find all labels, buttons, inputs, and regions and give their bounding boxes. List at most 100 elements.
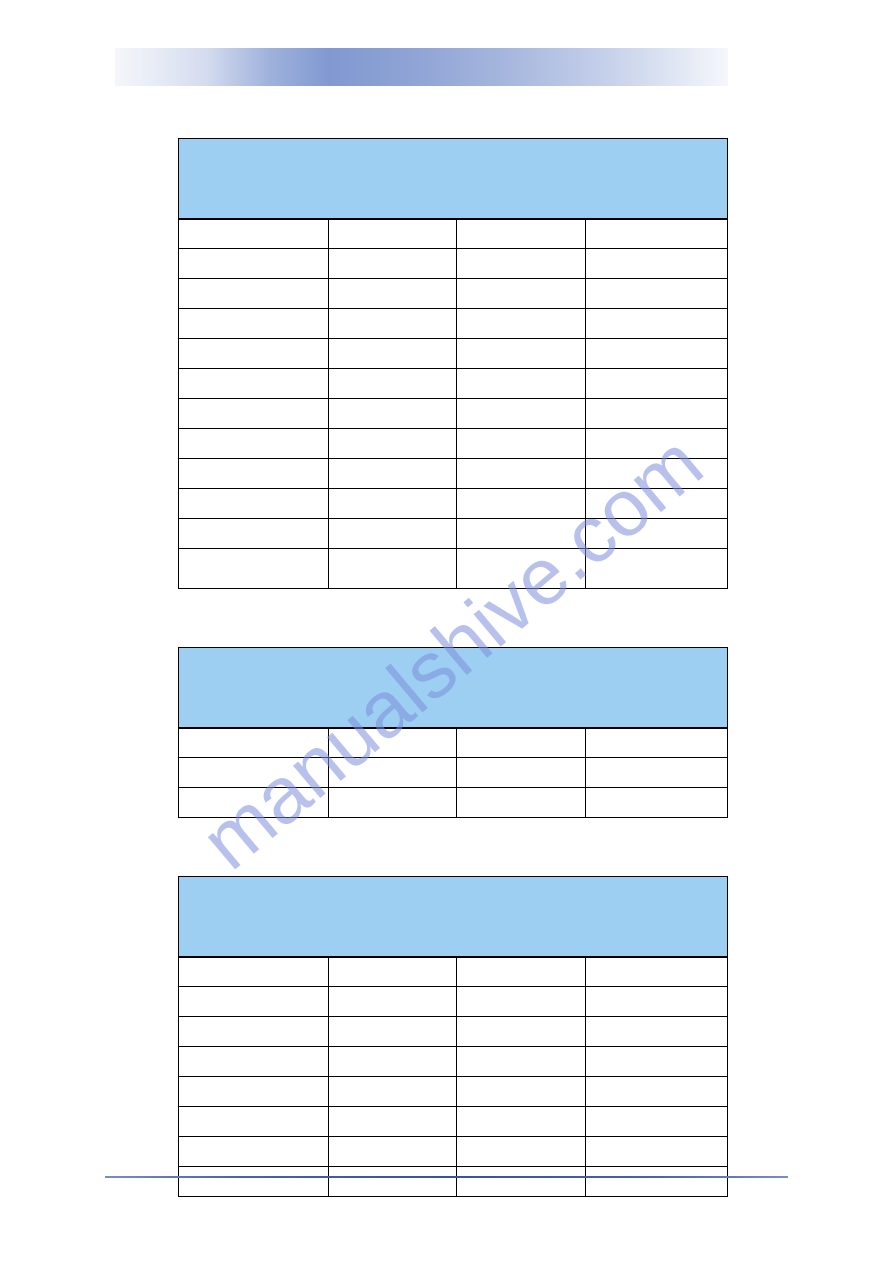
spec-table-2 (178, 647, 728, 818)
table-header-cell (328, 678, 457, 728)
table-row (179, 1077, 728, 1107)
table-cell (457, 219, 586, 249)
table-row (179, 339, 728, 369)
table-cell (457, 758, 586, 788)
table-header-cell (179, 678, 329, 728)
table-cell (457, 249, 586, 279)
table-row (179, 459, 728, 489)
table-cell (457, 309, 586, 339)
table-cell (179, 957, 329, 987)
table-row (179, 1017, 728, 1047)
table-cell (586, 459, 728, 489)
table-cell (328, 957, 457, 987)
table-cell (586, 1077, 728, 1107)
table-row (179, 519, 728, 549)
table-cell (457, 788, 586, 818)
table-cell (457, 1047, 586, 1077)
table-cell (328, 399, 457, 429)
table-cell (328, 1167, 457, 1197)
table-cell (179, 1047, 329, 1077)
table-cell (586, 728, 728, 758)
table-cell (457, 339, 586, 369)
spec-table-3 (178, 876, 728, 1197)
table-cell (457, 489, 586, 519)
table-cell (586, 489, 728, 519)
table-cell (179, 1107, 329, 1137)
table-header-cell (179, 907, 329, 957)
table-title-cell (179, 139, 728, 169)
table-header-cell (586, 907, 728, 957)
table-cell (586, 758, 728, 788)
table-row (179, 399, 728, 429)
table-cell (457, 399, 586, 429)
table-cell (457, 369, 586, 399)
table-row (179, 1137, 728, 1167)
table-cell (179, 1017, 329, 1047)
table-cell (457, 519, 586, 549)
table-cell (179, 429, 329, 459)
table-cell (328, 249, 457, 279)
table-cell (179, 249, 329, 279)
table-cell (586, 399, 728, 429)
table-cell (328, 369, 457, 399)
table-title-cell (179, 648, 728, 678)
table-cell (586, 957, 728, 987)
table-row (179, 369, 728, 399)
table-cell (179, 489, 329, 519)
table-cell (328, 519, 457, 549)
table-cell (586, 309, 728, 339)
table-row (179, 728, 728, 758)
table-cell (586, 279, 728, 309)
table-cell (457, 1167, 586, 1197)
content-area (178, 138, 728, 1255)
table-cell (179, 1077, 329, 1107)
table-title-row (179, 648, 728, 678)
table-cell (586, 219, 728, 249)
table-cell (179, 279, 329, 309)
table-cell (328, 1047, 457, 1077)
table-cell (328, 339, 457, 369)
table-cell (328, 549, 457, 589)
table-cell (586, 788, 728, 818)
table-cell (179, 1137, 329, 1167)
table-cell (328, 279, 457, 309)
table-row (179, 1167, 728, 1197)
table-header-cell (179, 169, 329, 219)
table-row (179, 1107, 728, 1137)
table-cell (328, 309, 457, 339)
table-cell (179, 987, 329, 1017)
table-cell (179, 309, 329, 339)
table-header-cell (586, 678, 728, 728)
table-header-cell (586, 169, 728, 219)
table-cell (457, 279, 586, 309)
table-cell (179, 459, 329, 489)
table-cell (457, 429, 586, 459)
table-title-row (179, 139, 728, 169)
table-cell (328, 219, 457, 249)
table-title-row (179, 877, 728, 907)
table-header-row (179, 169, 728, 219)
table-cell (179, 788, 329, 818)
table-cell (586, 1047, 728, 1077)
table-cell (586, 549, 728, 589)
table-cell (328, 1017, 457, 1047)
table-cell (328, 1137, 457, 1167)
table-cell (586, 1167, 728, 1197)
table-cell (328, 987, 457, 1017)
table-header-cell (457, 678, 586, 728)
table-title-cell (179, 877, 728, 907)
table-row (179, 429, 728, 459)
table-header-cell (457, 169, 586, 219)
table-cell (457, 459, 586, 489)
table-header-row (179, 907, 728, 957)
spec-table-1 (178, 138, 728, 589)
table-cell (328, 728, 457, 758)
table-cell (179, 1167, 329, 1197)
table-cell (586, 249, 728, 279)
table-row (179, 279, 728, 309)
table-cell (328, 429, 457, 459)
table-cell (457, 957, 586, 987)
table-cell (179, 758, 329, 788)
table-row (179, 549, 728, 589)
table-cell (328, 788, 457, 818)
